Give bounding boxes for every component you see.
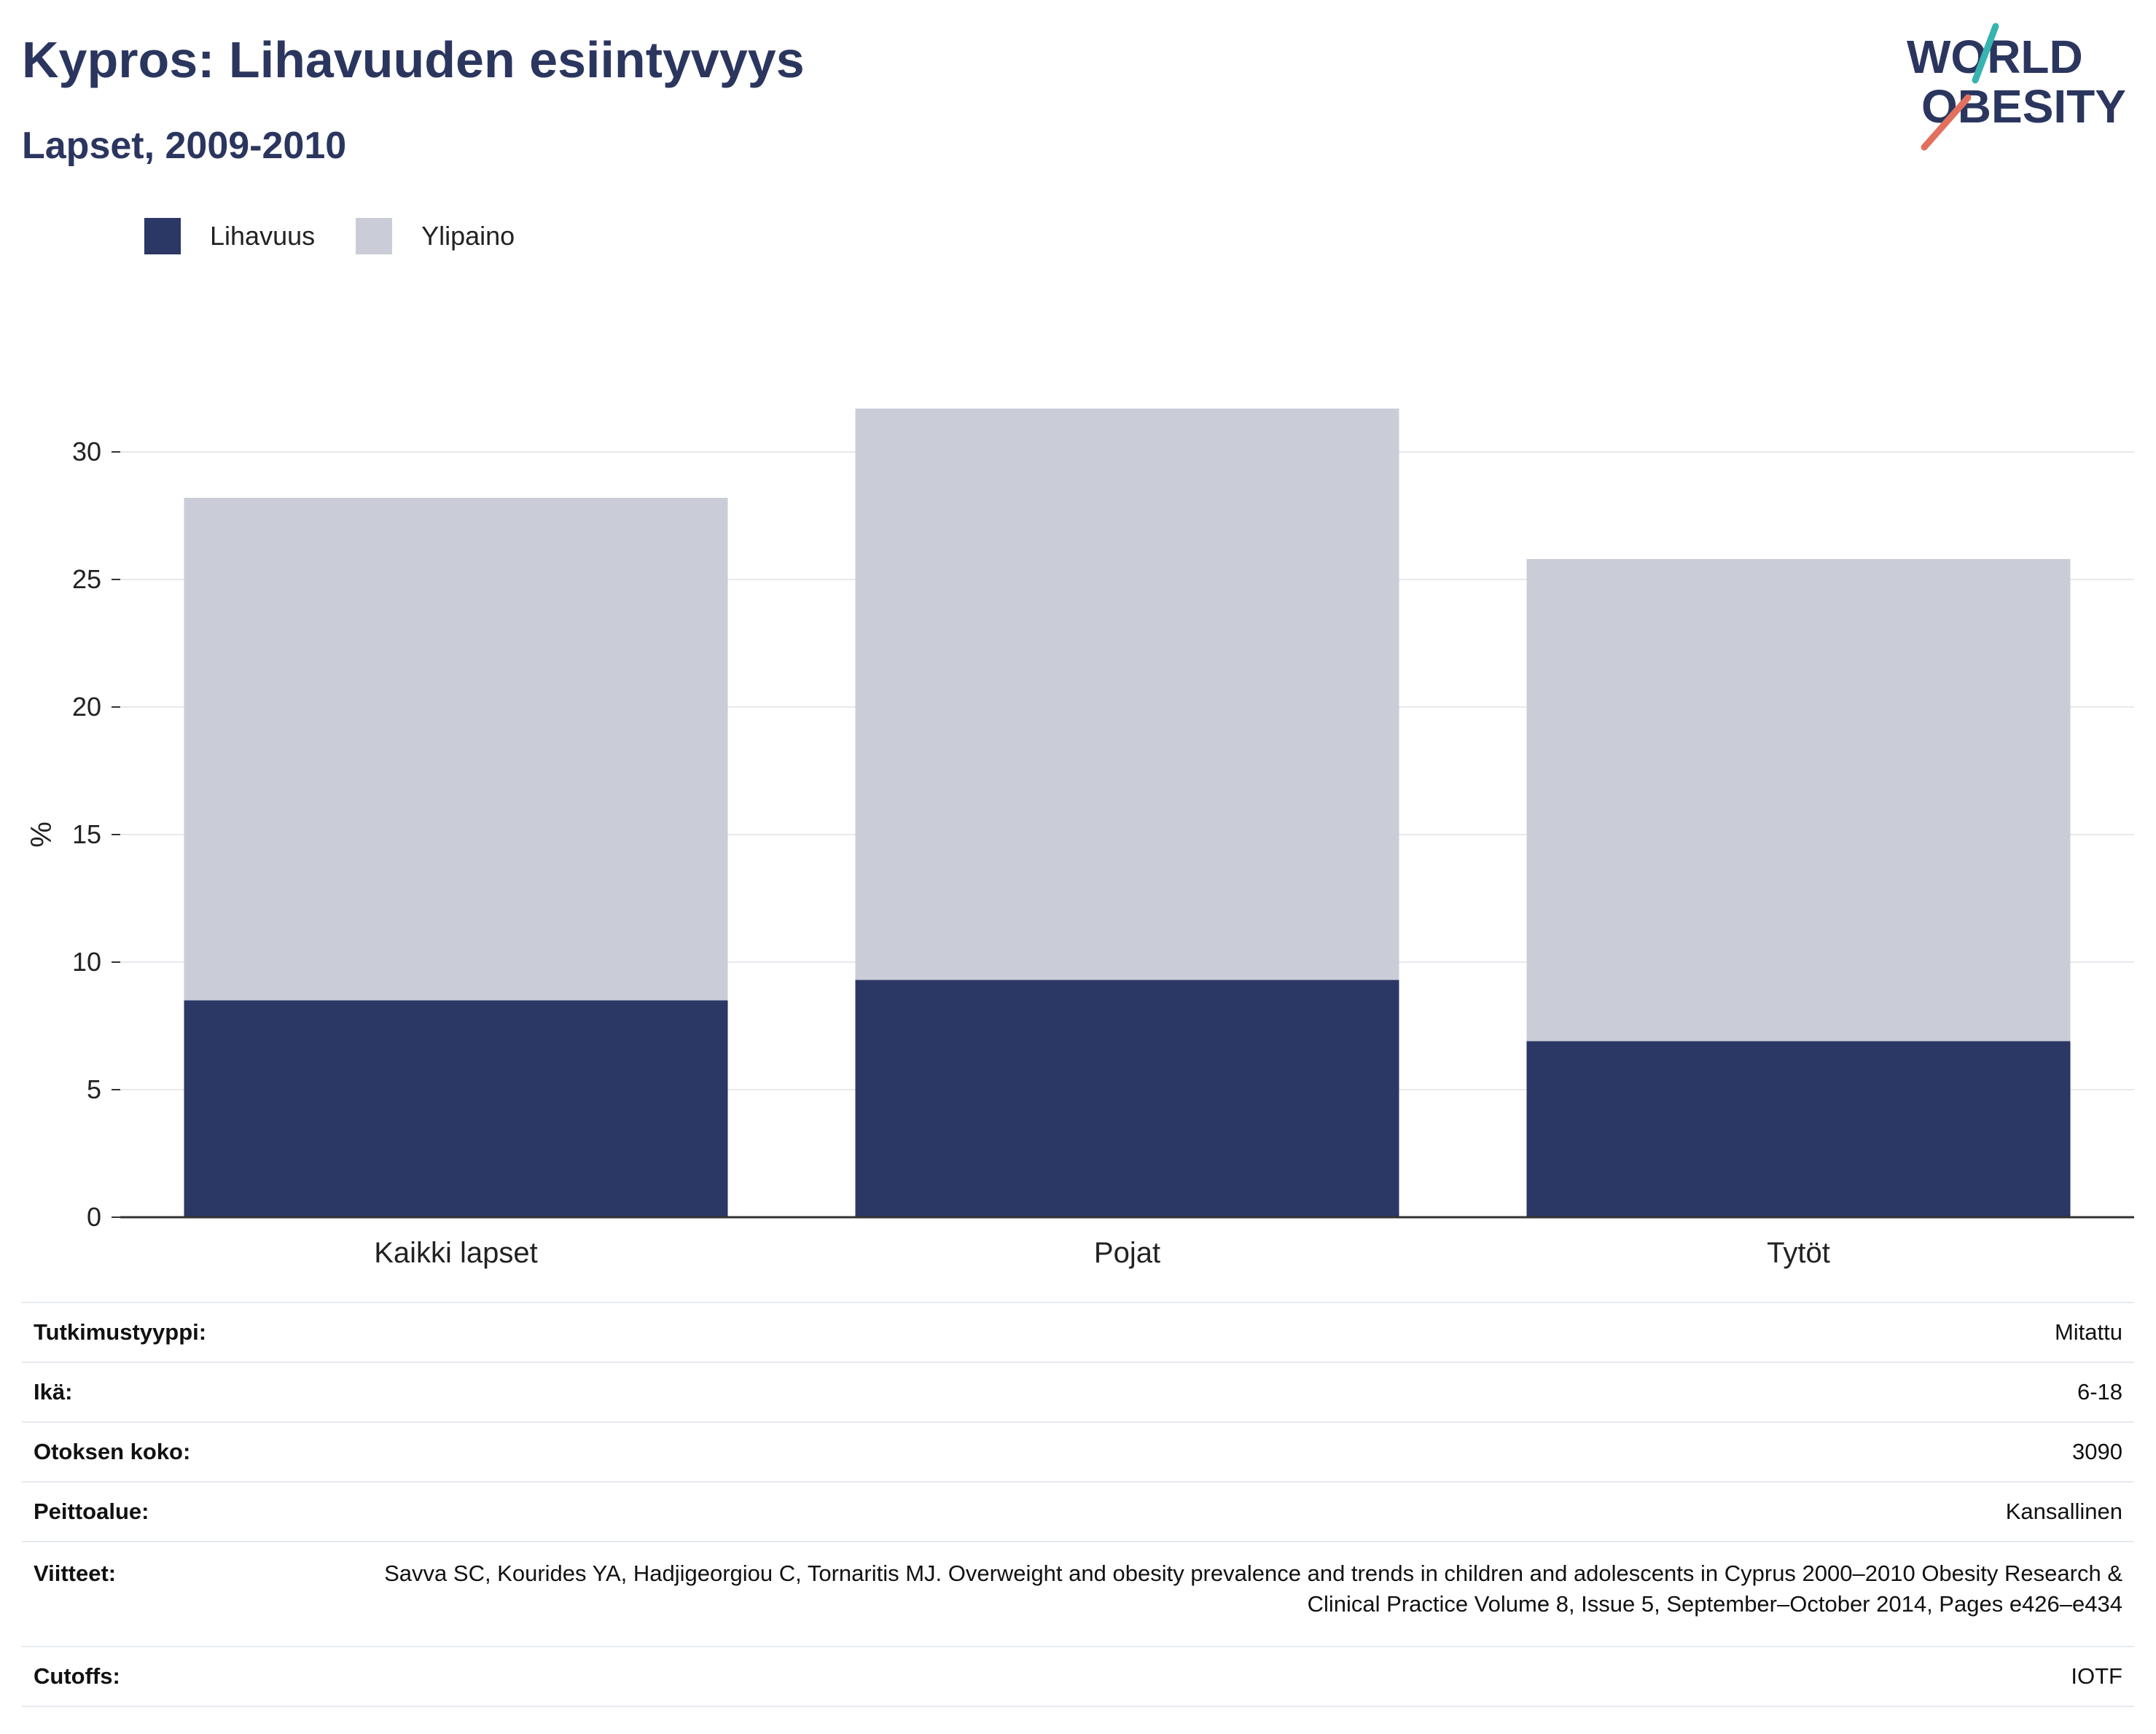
- meta-value: Kansallinen: [2005, 1499, 2122, 1524]
- svg-text:WORLD: WORLD: [1907, 31, 2083, 83]
- meta-value: Savva SC, Kourides YA, Hadjigeorgiou C, …: [384, 1561, 2122, 1617]
- world-obesity-logo: WORLD OBESITY: [1907, 23, 2126, 151]
- svg-text:OBESITY: OBESITY: [1921, 80, 2126, 133]
- bar-ylipaino-2: [1526, 559, 2071, 1042]
- meta-row-references: Viitteet: Savva SC, Kourides YA, Hadjige…: [22, 1542, 2134, 1647]
- meta-value: 6-18: [2077, 1379, 2122, 1405]
- y-tick-label: 25: [72, 564, 101, 594]
- meta-key: Cutoffs:: [34, 1663, 120, 1689]
- bar-ylipaino-1: [855, 408, 1399, 980]
- y-tick-label: 5: [87, 1074, 101, 1104]
- meta-value: IOTF: [2071, 1663, 2122, 1689]
- x-tick-label: Kaikki lapset: [374, 1237, 538, 1269]
- y-tick-label: 10: [72, 947, 101, 977]
- chart-legend: Lihavuus Ylipaino: [144, 216, 555, 257]
- y-tick-label: 0: [87, 1202, 101, 1232]
- x-tick-label: Pojat: [1094, 1237, 1160, 1269]
- meta-row-sample-size: Otoksen koko: 3090: [22, 1422, 2134, 1482]
- legend-swatch-lihavuus: [144, 218, 181, 254]
- y-tick-label: 15: [72, 819, 101, 849]
- legend-label-ylipaino: Ylipaino: [421, 221, 515, 251]
- x-tick-label: Tytöt: [1767, 1237, 1830, 1269]
- stacked-bar-chart: 0 5 10 15 20 25 30% Kaikki lapset Pojat Tytöt: [26, 408, 2134, 1269]
- meta-value: 3090: [2072, 1439, 2122, 1464]
- bar-lihavuus-0: [184, 1000, 728, 1217]
- meta-value: Mitattu: [2054, 1319, 2122, 1345]
- meta-row-cutoffs: Cutoffs: IOTF: [22, 1647, 2134, 1706]
- meta-row-age: Ikä: 6-18: [22, 1362, 2134, 1422]
- meta-key: Peittoalue:: [34, 1499, 149, 1524]
- bar-lihavuus-1: [855, 980, 1399, 1217]
- meta-key: Otoksen koko:: [34, 1439, 191, 1464]
- meta-key: Viitteet:: [34, 1561, 117, 1586]
- meta-row-coverage: Peittoalue: Kansallinen: [22, 1482, 2134, 1542]
- y-tick-label: 30: [72, 437, 101, 466]
- meta-key: Ikä:: [34, 1379, 73, 1405]
- legend-swatch-ylipaino: [356, 218, 393, 254]
- y-axis-title: %: [26, 821, 58, 848]
- study-metadata-table: Tutkimustyyppi: Mitattu Ikä: 6-18 Otokse…: [22, 1302, 2134, 1707]
- chart-subtitle: Lapset, 2009-2010: [22, 125, 347, 167]
- bar-ylipaino-0: [184, 498, 728, 1001]
- legend-item-ylipaino[interactable]: Ylipaino: [356, 218, 515, 254]
- chart-title: Kypros: Lihavuuden esiintyvyys: [22, 31, 805, 88]
- legend-label-lihavuus: Lihavuus: [210, 221, 316, 251]
- meta-key: Tutkimustyyppi:: [34, 1319, 207, 1345]
- legend-item-lihavuus[interactable]: Lihavuus: [144, 218, 315, 254]
- y-tick-label: 20: [72, 692, 101, 722]
- meta-row-study-type: Tutkimustyyppi: Mitattu: [22, 1303, 2134, 1362]
- bar-lihavuus-2: [1526, 1041, 2071, 1217]
